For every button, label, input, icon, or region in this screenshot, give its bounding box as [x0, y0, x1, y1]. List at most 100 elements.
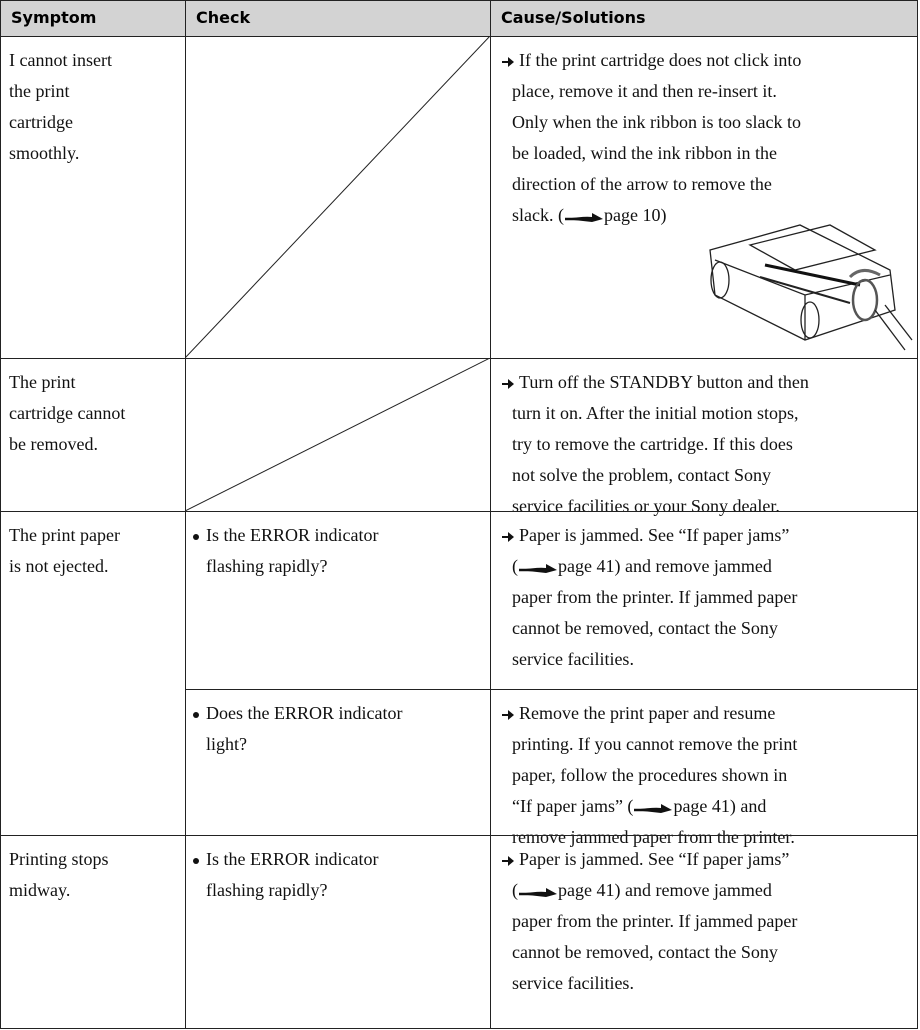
not-applicable-diagonal [185, 36, 490, 358]
cause-line: cannot be removed, contact the Sony [512, 937, 778, 968]
cause-cell [490, 36, 918, 359]
cause-line: paper, follow the procedures shown in [512, 760, 787, 791]
cause-line: direction of the arrow to remove the [512, 169, 772, 200]
cause-text: remove jammed paper from the printer. [512, 827, 795, 847]
check-text: flashing rapidly? [206, 880, 328, 900]
cause-line: try to remove the cartridge. If this doe… [512, 429, 793, 460]
cause-line: If the print cartridge does not click in… [501, 45, 801, 76]
cause-line: Only when the ink ribbon is too slack to [512, 107, 801, 138]
cause-text: try to remove the cartridge. If this doe… [512, 434, 793, 454]
solution-arrow [502, 56, 514, 67]
check-line: Does the ERROR indicator [193, 698, 402, 729]
page-ref-arrow [564, 212, 603, 222]
cause-text: service facilities. [512, 649, 634, 669]
bullet [193, 857, 199, 864]
cause-text: Paper is jammed. See “If paper jams” [519, 525, 790, 545]
check-text: Is the ERROR indicator [206, 525, 379, 545]
cause-text: page 41) and remove jammed [558, 556, 772, 576]
page-ref-arrow [519, 563, 557, 573]
cause-line: be loaded, wind the ink ribbon in the [512, 138, 777, 169]
header-check: Check [196, 8, 251, 27]
cause-text: paper from the printer. If jammed paper [512, 911, 798, 931]
symptom-text: Printing stops [9, 849, 109, 869]
solution-arrow [502, 531, 514, 542]
symptom-line: Printing stops [9, 844, 109, 875]
cause-cell [490, 835, 918, 1029]
header-cell: Check [185, 0, 491, 37]
cause-text: place, remove it and then re-insert it. [512, 81, 777, 101]
symptom-line: midway. [9, 875, 70, 906]
cause-line: Paper is jammed. See “If paper jams” [501, 844, 789, 875]
check-text: light? [206, 734, 247, 754]
symptom-line: I cannot insert [9, 45, 112, 76]
cause-line: printing. If you cannot remove the print [512, 729, 797, 760]
check-line: Is the ERROR indicator [193, 844, 378, 875]
cause-cell [490, 689, 918, 836]
cause-line: remove jammed paper from the printer. [512, 822, 795, 853]
symptom-text: smoothly. [9, 143, 80, 163]
symptom-cell [0, 835, 186, 1029]
check-line: light? [206, 729, 247, 760]
symptom-cell [0, 511, 186, 836]
cause-text: Remove the print paper and resume [519, 703, 776, 723]
symptom-text: cartridge [9, 112, 73, 132]
symptom-line: is not ejected. [9, 551, 108, 582]
cause-line: Paper is jammed. See “If paper jams” [501, 520, 789, 551]
cause-cell [490, 511, 918, 690]
check-line: flashing rapidly? [206, 875, 327, 906]
cause-line: cannot be removed, contact the Sony [512, 613, 778, 644]
cause-text: cannot be removed, contact the Sony [512, 942, 778, 962]
cause-text: printing. If you cannot remove the print [512, 734, 798, 754]
cause-line: slack. ( page 10) [512, 200, 666, 231]
cause-text: page 10) [603, 205, 667, 225]
symptom-cell [0, 36, 186, 359]
check-text: Is the ERROR indicator [206, 849, 379, 869]
symptom-text: midway. [9, 880, 71, 900]
symptom-cell [0, 358, 186, 512]
cause-line: service facilities. [512, 644, 634, 675]
header-cause: Cause/Solutions [501, 8, 646, 27]
solution-arrow [502, 709, 514, 720]
cause-text: turn it on. After the initial motion sto… [512, 403, 799, 423]
check-cell [185, 358, 491, 512]
symptom-line: cartridge cannot [9, 398, 125, 429]
bullet [193, 533, 199, 540]
check-cell [185, 689, 491, 836]
check-line: flashing rapidly? [206, 551, 327, 582]
cause-line: Remove the print paper and resume [501, 698, 775, 729]
cause-line: service facilities. [512, 968, 634, 999]
cause-line: place, remove it and then re-insert it. [512, 76, 777, 107]
symptom-text: cartridge cannot [9, 403, 126, 423]
cause-text: paper from the printer. If jammed paper [512, 587, 798, 607]
cause-cell [490, 358, 918, 512]
check-cell [185, 36, 491, 359]
symptom-text: The print [9, 372, 76, 392]
cause-text: paper, follow the procedures shown in [512, 765, 788, 785]
symptom-text: The print paper [9, 525, 120, 545]
cause-text: not solve the problem, contact Sony [512, 465, 771, 485]
cause-text: slack. ( [512, 205, 564, 225]
bullet [193, 711, 199, 718]
cause-text: page 41) and [673, 796, 767, 816]
header-cell: Symptom [0, 0, 186, 37]
symptom-text: I cannot insert [9, 50, 112, 70]
solution-arrow [502, 378, 514, 389]
cause-text: ( [512, 556, 518, 576]
cause-line: “If paper jams” (page 41) and [512, 791, 766, 822]
cause-text: Only when the ink ribbon is too slack to [512, 112, 801, 132]
cause-text: page 41) and remove jammed [558, 880, 772, 900]
not-applicable-diagonal [185, 358, 490, 511]
cause-line: not solve the problem, contact Sony [512, 460, 771, 491]
page-ref-arrow [519, 887, 557, 897]
check-text: Does the ERROR indicator [206, 703, 403, 723]
header-cell: Cause/Solutions [490, 0, 918, 37]
cause-line: turn it on. After the initial motion sto… [512, 398, 798, 429]
symptom-line: The print [9, 367, 75, 398]
symptom-line: smoothly. [9, 138, 79, 169]
cause-line: paper from the printer. If jammed paper [512, 906, 797, 937]
cause-text: cannot be removed, contact the Sony [512, 618, 778, 638]
header-symptom: Symptom [11, 8, 97, 27]
cause-line: paper from the printer. If jammed paper [512, 582, 797, 613]
symptom-line: be removed. [9, 429, 98, 460]
